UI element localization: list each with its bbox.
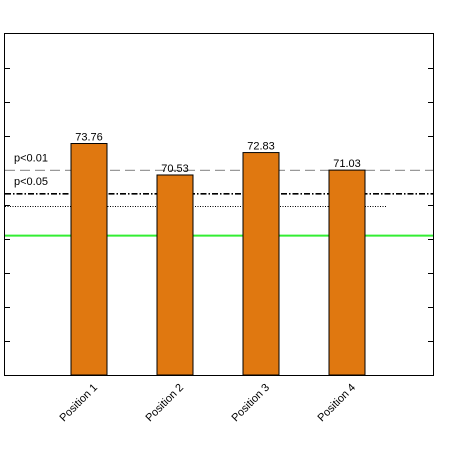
- x-tick-label: Position 3: [229, 382, 272, 425]
- bars: [70, 143, 366, 376]
- data-label: 70.53: [161, 163, 189, 175]
- x-tick-label: Position 4: [315, 382, 358, 425]
- bar: [242, 152, 280, 376]
- data-label: 72.83: [247, 141, 275, 153]
- data-label: 73.76: [75, 132, 103, 144]
- bar: [70, 143, 108, 376]
- y-axis-ticks: [5, 68, 433, 342]
- reference-line-label: p<0.01: [14, 152, 48, 164]
- reference-line-labels: p<0.01 p<0.05: [14, 152, 48, 187]
- data-label: 71.03: [333, 158, 361, 170]
- x-tick-label: Position 2: [143, 382, 186, 425]
- x-tick-labels: Position 1 Position 2 Position 3 Position 4: [57, 382, 358, 425]
- reference-lines: [5, 169, 433, 237]
- data-labels: 73.76 70.53 72.83 71.03: [75, 132, 361, 175]
- reference-line-label: p<0.05: [14, 176, 48, 188]
- bar: [156, 174, 194, 376]
- plot-frame: [4, 33, 434, 376]
- bar: [328, 169, 366, 376]
- x-tick-label: Position 1: [57, 382, 100, 425]
